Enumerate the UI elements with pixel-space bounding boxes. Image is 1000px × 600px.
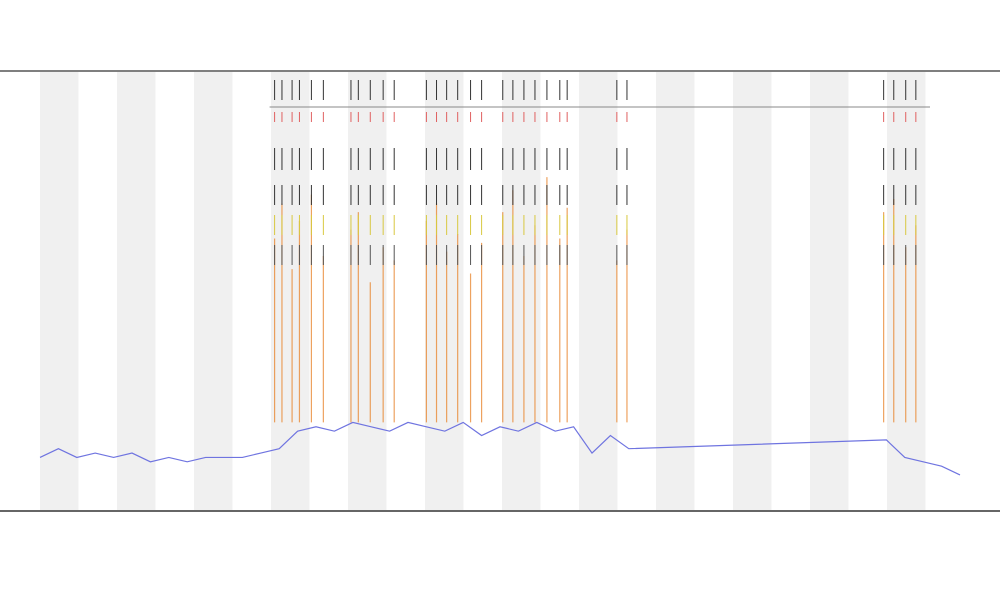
band xyxy=(40,72,79,510)
bands xyxy=(40,72,926,510)
band xyxy=(194,72,233,510)
band xyxy=(502,72,541,510)
band xyxy=(117,72,156,510)
series-line xyxy=(39,421,961,476)
band xyxy=(348,72,387,510)
band xyxy=(810,72,849,510)
plot xyxy=(39,80,961,476)
band xyxy=(271,72,310,510)
band xyxy=(579,72,618,510)
band xyxy=(733,72,772,510)
band xyxy=(656,72,695,510)
